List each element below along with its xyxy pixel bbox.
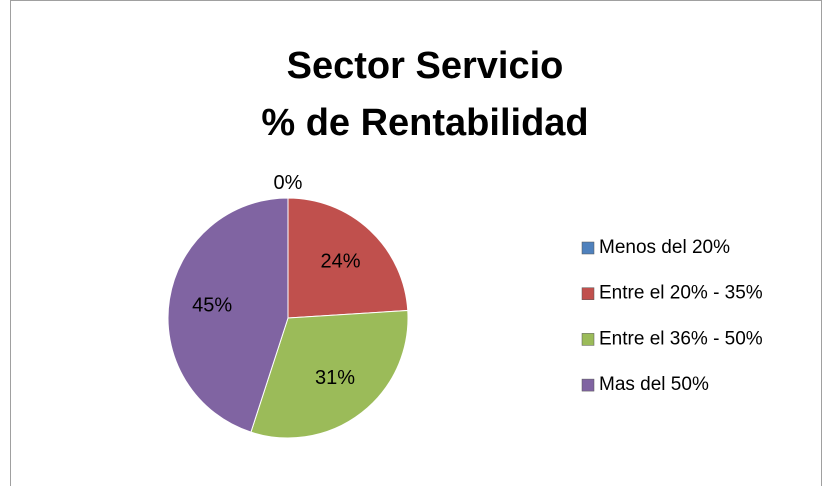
legend-swatch xyxy=(581,287,595,300)
legend-swatch xyxy=(581,241,595,255)
pie-slice xyxy=(167,197,289,433)
legend-label: Mas del 50% xyxy=(599,374,709,395)
data-label: 45% xyxy=(192,294,232,316)
chart-title: Sector Servicio xyxy=(287,45,564,87)
legend-swatch xyxy=(581,378,595,392)
legend-label: Entre el 20% - 35% xyxy=(599,283,763,304)
data-label: 0% xyxy=(274,172,303,194)
pie-slice xyxy=(250,309,409,439)
chart-title: % de Rentabilidad xyxy=(261,102,588,144)
data-label: 31% xyxy=(315,367,355,389)
legend-swatch xyxy=(581,333,595,346)
chart-frame xyxy=(10,0,822,486)
pie-slice xyxy=(287,197,409,319)
legend-label: Entre el 36% - 50% xyxy=(599,328,763,349)
legend-label: Menos del 20% xyxy=(599,237,730,258)
data-label: 24% xyxy=(321,250,361,272)
